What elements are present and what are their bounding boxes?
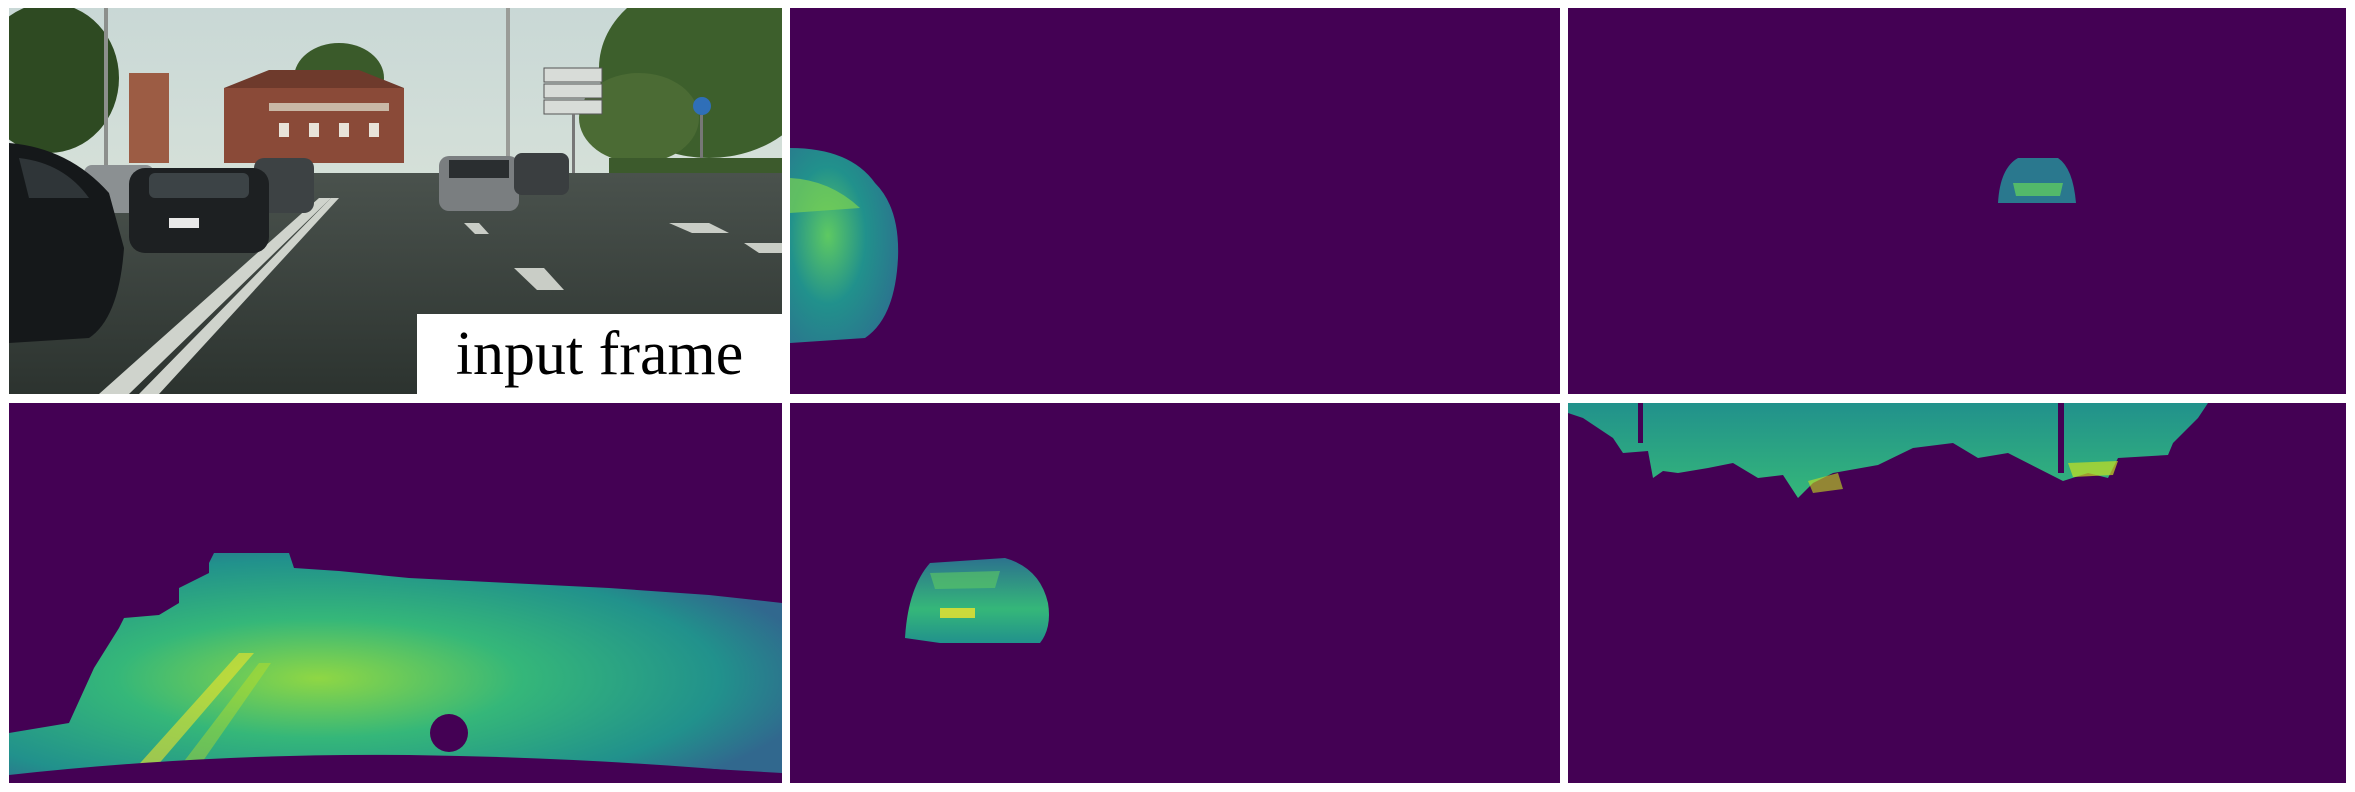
input-frame-photo: input frame [9, 8, 782, 394]
attention-map-road [9, 403, 782, 783]
attention-map-left-car [790, 8, 1560, 394]
attention-map-center-car [790, 403, 1560, 783]
attention-map-distant-car [1568, 8, 2346, 394]
attention-map-buildings-trees [1568, 403, 2346, 783]
input-frame-caption: input frame [417, 314, 782, 394]
